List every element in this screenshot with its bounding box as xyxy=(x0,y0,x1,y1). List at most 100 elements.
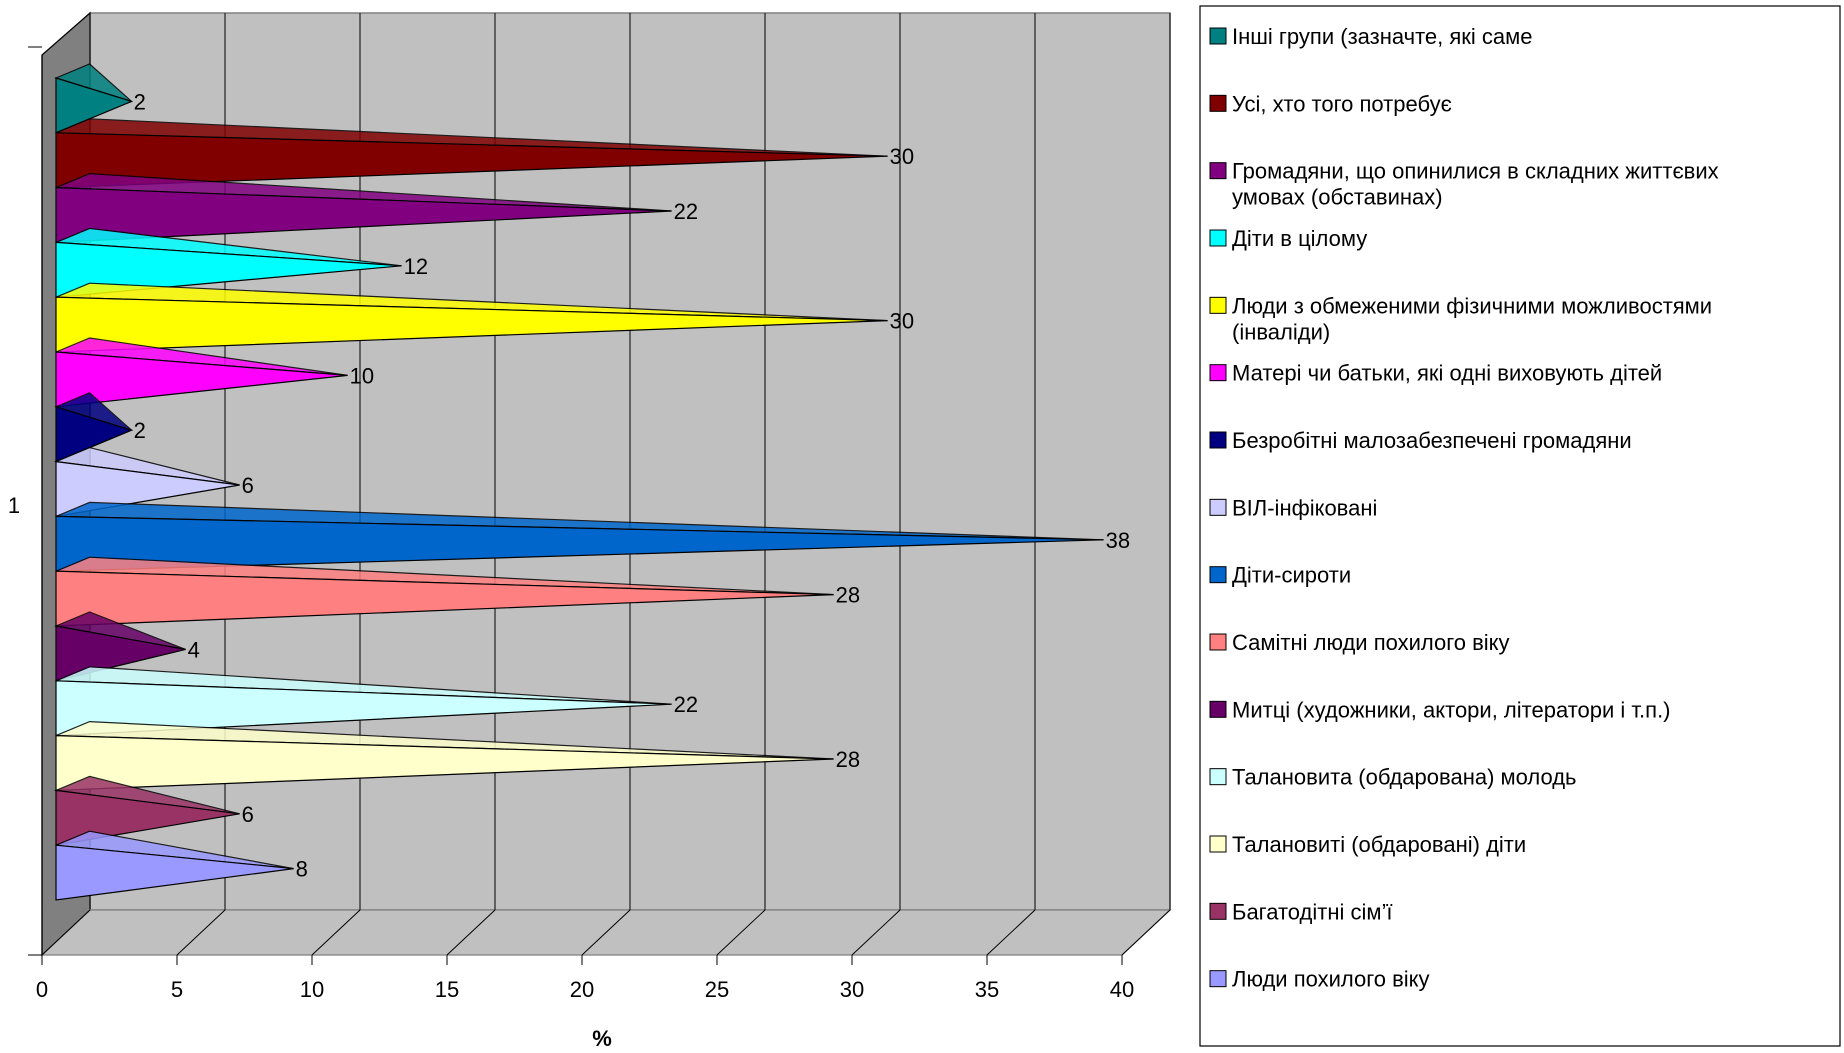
legend-label: Талановиті (обдаровані) діти xyxy=(1232,832,1526,857)
legend-label-line: Усі, хто того потребує xyxy=(1232,91,1452,116)
x-tick-label: 15 xyxy=(435,977,459,1002)
legend-swatch xyxy=(1209,229,1227,247)
legend-label-line: Безробітні малозабезпечені громадяни xyxy=(1232,428,1632,453)
data-label: 22 xyxy=(674,692,698,717)
x-tick-label: 20 xyxy=(570,977,594,1002)
legend-label-line: Талановиті (обдаровані) діти xyxy=(1232,832,1526,857)
legend-swatch xyxy=(1209,633,1227,651)
x-tick-label: 0 xyxy=(36,977,48,1002)
data-label: 2 xyxy=(134,89,146,114)
legend-label-line: Громадяни, що опинилися в складних життє… xyxy=(1232,159,1719,184)
x-tick-label: 40 xyxy=(1110,977,1134,1002)
legend-swatch xyxy=(1209,970,1227,988)
legend-label-line: Діти-сироти xyxy=(1232,563,1351,588)
legend-label: Талановита (обдарована) молодь xyxy=(1232,765,1577,790)
x-tick-label: 30 xyxy=(840,977,864,1002)
bar xyxy=(55,132,888,189)
bar xyxy=(55,789,240,846)
legend-swatch xyxy=(1209,902,1227,920)
bar xyxy=(55,680,672,737)
legend-label-line: Багатодітні сім’ї xyxy=(1232,899,1393,924)
x-tick-label: 5 xyxy=(171,977,183,1002)
data-label: 8 xyxy=(296,857,308,882)
data-label: 6 xyxy=(242,473,254,498)
legend-label: Безробітні малозабезпечені громадяни xyxy=(1232,428,1632,453)
legend-label: Багатодітні сім’ї xyxy=(1232,899,1393,924)
data-label: 28 xyxy=(836,583,860,608)
data-label: 22 xyxy=(674,199,698,224)
legend-label: Інші групи (зазначте, які саме xyxy=(1232,24,1533,49)
bar xyxy=(55,241,402,298)
x-tick-label: 10 xyxy=(300,977,324,1002)
data-label: 4 xyxy=(188,637,200,662)
floor-gridline xyxy=(851,909,901,956)
legend-label-line: Люди похилого віку xyxy=(1232,967,1430,992)
legend-label-line: Митці (художники, актори, літератори і т… xyxy=(1232,697,1671,722)
floor-gridline xyxy=(41,909,91,956)
legend-swatch xyxy=(1209,835,1227,853)
legend-label: Діти в цілому xyxy=(1232,226,1367,251)
legend-swatch xyxy=(1209,498,1227,516)
legend-label-line: Діти в цілому xyxy=(1232,226,1367,251)
legend-label: ВІЛ-інфіковані xyxy=(1232,495,1377,520)
legend-label-line: Матері чи батьки, які одні виховують діт… xyxy=(1232,361,1662,386)
legend-swatch xyxy=(1209,162,1227,180)
data-label: 10 xyxy=(350,363,374,388)
data-label: 38 xyxy=(1106,528,1130,553)
legend-swatch xyxy=(1209,768,1227,786)
bar xyxy=(55,351,348,408)
legend-label-line: Самітні люди похилого віку xyxy=(1232,630,1510,655)
x-axis-title: % xyxy=(592,1026,612,1051)
legend-label-line: Інші групи (зазначте, які саме xyxy=(1232,24,1533,49)
floor-gridline xyxy=(311,909,361,956)
floor-gridline xyxy=(446,909,496,956)
plot-bars xyxy=(53,63,1104,901)
legend: Інші групи (зазначте, які саме Усі, хто т… xyxy=(1199,5,1841,1047)
legend-label: Самітні люди похилого віку xyxy=(1232,630,1510,655)
floor-gridline xyxy=(581,909,631,956)
bar xyxy=(55,405,134,463)
data-label: 2 xyxy=(134,418,146,443)
bar xyxy=(55,570,834,627)
floor-gridline xyxy=(716,909,766,956)
bar xyxy=(55,515,1104,572)
legend-label: Діти-сироти xyxy=(1232,563,1351,588)
legend-swatch xyxy=(1209,94,1227,112)
data-label: 28 xyxy=(836,747,860,772)
axes: 10 5 10 15 20 25 30 35 40 xyxy=(8,46,1134,1002)
legend-box xyxy=(1199,5,1841,1047)
legend-label: Люди похилого віку xyxy=(1232,967,1430,992)
y-tick-label: 1 xyxy=(8,493,20,518)
floor-gridline xyxy=(986,909,1036,956)
legend-label-line: (інваліди) xyxy=(1232,319,1330,344)
legend-swatch xyxy=(1209,700,1227,718)
legend-label-line: Люди з обмеженими фізичними можливостями xyxy=(1232,293,1712,318)
legend-label: Усі, хто того потребує xyxy=(1232,91,1452,116)
data-label: 12 xyxy=(404,254,428,279)
bar xyxy=(55,734,834,792)
data-label: 30 xyxy=(890,309,914,334)
legend-swatch xyxy=(1209,27,1227,45)
legend-label: Громадяни, що опинилися в складних життє… xyxy=(1232,159,1719,210)
bar xyxy=(55,186,672,244)
legend-label-line: умовах (обставинах) xyxy=(1232,185,1443,210)
floor-gridline xyxy=(176,909,226,956)
legend-swatch xyxy=(1209,566,1227,584)
x-tick-label: 25 xyxy=(705,977,729,1002)
legend-swatch xyxy=(1209,364,1227,382)
legend-label: Люди з обмеженими фізичними можливостями… xyxy=(1232,293,1712,344)
x-tick-label: 35 xyxy=(975,977,999,1002)
data-labels: 2 30 22 12 30 10 2 6 38 28 4 22 28 6 8 xyxy=(134,89,1130,881)
data-label: 30 xyxy=(890,144,914,169)
legend-swatch xyxy=(1209,296,1227,314)
data-label: 6 xyxy=(242,802,254,827)
legend-label: Митці (художники, актори, літератори і т… xyxy=(1232,697,1671,722)
legend-label: Матері чи батьки, які одні виховують діт… xyxy=(1232,361,1662,386)
bar xyxy=(55,296,888,353)
legend-label-line: ВІЛ-інфіковані xyxy=(1232,495,1377,520)
floor-gridline xyxy=(1121,909,1171,956)
bar xyxy=(55,844,294,901)
bar xyxy=(55,77,134,134)
legend-label-line: Талановита (обдарована) молодь xyxy=(1232,765,1577,790)
